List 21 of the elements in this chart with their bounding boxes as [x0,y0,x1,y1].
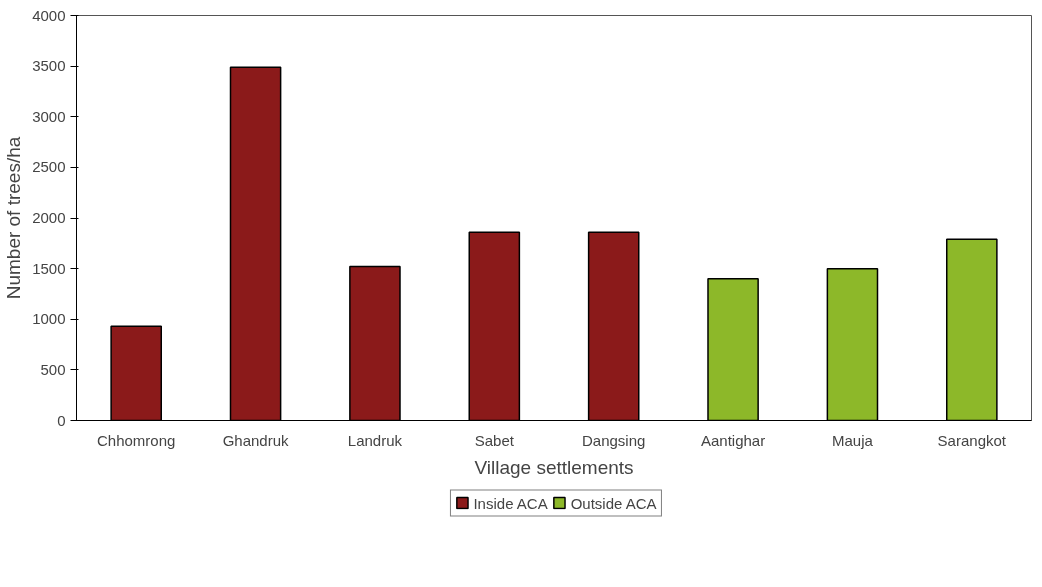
x-tick-label: Mauja [832,431,874,449]
y-tick-label: 3000 [32,107,66,125]
y-tick-label: 0 [57,411,66,429]
x-tick-label: Sabet [474,431,515,449]
x-tick-label: Sarangkot [937,431,1007,449]
x-tick-label: Landruk [347,431,403,449]
y-tick-label: 4000 [32,6,66,24]
y-tick-label: 500 [40,360,66,378]
y-tick-label: 1000 [32,310,66,328]
x-tick-label: Dangsing [582,431,646,449]
x-axis-title: Village settlements [474,456,634,478]
y-tick-label: 2000 [32,209,66,226]
legend-label: Outside ACA [570,494,657,511]
y-tick-label: 1500 [32,259,66,277]
x-tick-label: Ghandruk [222,431,289,449]
y-tick-label: 3500 [32,57,66,75]
x-tick-label: Aantighar [700,431,766,449]
y-axis-title: Number of trees/ha [3,136,25,300]
y-tick-label: 2500 [32,158,66,176]
legend-label: Inside ACA [473,494,548,511]
x-tick-label: Chhomrong [97,431,176,449]
